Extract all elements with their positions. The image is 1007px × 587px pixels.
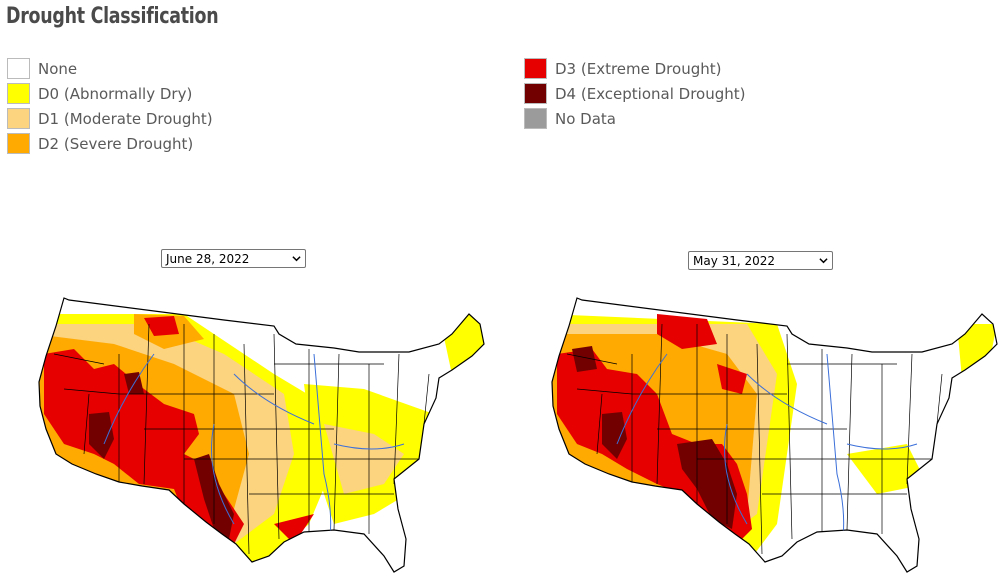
legend-swatch (524, 83, 547, 104)
chevron-down-icon (292, 256, 301, 262)
legend-item: D0 (Abnormally Dry) (7, 81, 213, 106)
legend-label: D0 (Abnormally Dry) (38, 84, 193, 103)
drought-map-may (551, 297, 998, 573)
legend-label: D2 (Severe Drought) (38, 134, 194, 153)
state-borders (53, 323, 430, 555)
legend-label: No Data (555, 109, 616, 128)
chevron-down-icon (819, 258, 828, 264)
legend-item: No Data (524, 106, 746, 131)
legend-item: D2 (Severe Drought) (7, 131, 213, 156)
us-outline (38, 297, 485, 573)
page-title: Drought Classification (6, 4, 219, 29)
legend-swatch (7, 108, 30, 129)
date-select-right[interactable]: May 31, 2022 (688, 251, 833, 270)
legend-swatch (524, 58, 547, 79)
rivers (103, 353, 405, 545)
us-outline (551, 297, 998, 573)
date-select-value: May 31, 2022 (693, 253, 776, 268)
legend-label: D1 (Moderate Drought) (38, 109, 213, 128)
legend-swatch (7, 133, 30, 154)
legend-right: D3 (Extreme Drought) D4 (Exceptional Dro… (524, 56, 746, 131)
date-select-value: June 28, 2022 (166, 251, 250, 266)
date-select-left[interactable]: June 28, 2022 (161, 249, 306, 268)
legend-label: None (38, 59, 78, 78)
legend-label: D3 (Extreme Drought) (555, 59, 722, 78)
us-map-fill (552, 298, 997, 572)
us-map-fill (39, 298, 484, 572)
legend-swatch (7, 83, 30, 104)
drought-map-june (38, 297, 485, 573)
legend-item: D4 (Exceptional Drought) (524, 81, 746, 106)
legend-swatch (524, 108, 547, 129)
legend-swatch (7, 58, 30, 79)
legend-label: D4 (Exceptional Drought) (555, 84, 746, 103)
rivers (616, 353, 918, 545)
legend-item: None (7, 56, 213, 81)
state-borders (566, 323, 943, 555)
legend-item: D3 (Extreme Drought) (524, 56, 746, 81)
legend-left: None D0 (Abnormally Dry) D1 (Moderate Dr… (7, 56, 213, 156)
legend-item: D1 (Moderate Drought) (7, 106, 213, 131)
